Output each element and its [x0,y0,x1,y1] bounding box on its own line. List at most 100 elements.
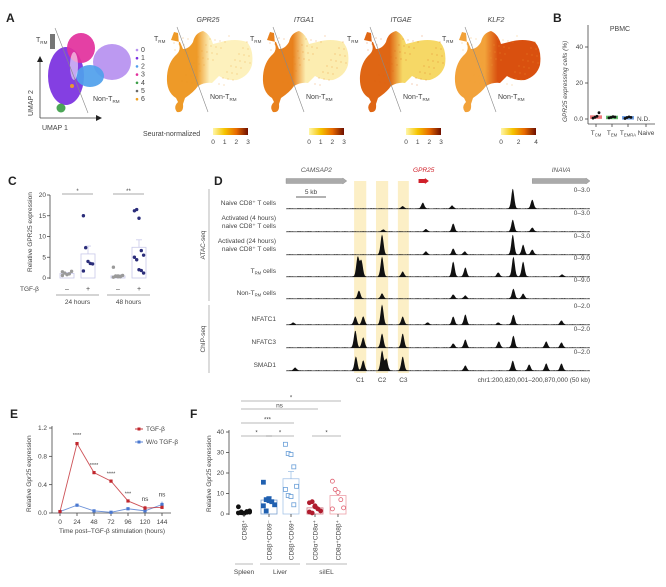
group-label: Spleen [234,569,255,576]
umap-non-trm-label-sub: RM [112,99,119,104]
cell-dot [335,60,337,62]
data-point [272,502,278,508]
cell-dot [407,39,409,41]
cell-dot [301,44,303,46]
cell-dot [387,69,389,71]
cell-dot [334,53,336,55]
cell-dot [475,38,477,40]
x-tick-label: TCM [591,130,602,138]
cell-dot [532,61,534,63]
x-tick-label: TEM [607,130,618,138]
cell-dot [487,70,489,72]
data-point [92,509,96,513]
track-range: 0–2.0 [574,303,591,310]
cell-dot [173,42,175,44]
cell-dot [395,57,397,59]
cell-dot [224,41,226,43]
significance-label: ns [159,492,167,499]
track-label: Non-TRM cells [237,290,277,298]
non-trm-label-sub: RM [325,97,332,102]
cell-dot [524,73,526,75]
cell-dot [210,45,212,47]
data-point [288,494,294,499]
cell-dot [344,55,346,57]
divider-line [272,26,305,113]
cell-dot [318,77,320,79]
cell-dot [372,50,374,52]
umap-trm-label: TRM [36,37,48,45]
cell-dot [330,59,332,61]
cell-dot [305,38,307,40]
trm-label-main: T [154,36,159,43]
group-label: Liver [273,569,288,576]
trm-label-sub: RM [158,39,165,44]
cell-dot [527,60,529,62]
cell-dot [399,51,401,53]
umap-non-trm-label: Non-TRM [93,96,120,104]
x-tick-label: CD8β⁺CD69⁺ [289,519,296,560]
significance-label: * [76,189,79,195]
data-point [75,503,79,507]
significance-label: **** [73,433,82,439]
gene-label: GPR25 [413,167,435,174]
non-trm-label-main: Non-T [403,94,423,101]
y-tick-label: 30 [217,450,225,457]
cell-dot [482,69,484,71]
cell-dot [338,47,340,49]
colorbar-tick-label: 0 [499,139,503,146]
data-point [139,248,143,253]
data-point [132,255,137,259]
significance-label: **** [90,463,99,469]
cell-dot [312,53,314,55]
cell-dot [311,46,313,48]
cell-dot [390,56,392,58]
non-trm-label-main: Non-T [498,94,518,101]
panel-c-chart: 0 5 10 15 20 Relative GPR25 expression TGF-β – +… [20,189,150,306]
umap-x-label: UMAP 1 [42,125,68,132]
cell-dot [222,77,224,79]
panel-label-c: C [8,174,17,188]
cell-dot [212,59,214,61]
cell-dot [365,35,367,37]
colorbar-tick-label: 0 [211,139,215,146]
x-tick-label: 48 [90,519,98,526]
cell-dot [516,35,518,37]
y-tick-label: 10 [217,491,225,498]
umap-cluster-6 [70,84,74,88]
non-trm-label: Non-TRM [306,94,333,102]
cell-dot [199,70,201,72]
data-point [126,499,130,503]
umap-non-trm-label-main: Non-T [93,96,113,103]
cell-dot [499,52,501,54]
cell-dot [483,76,485,78]
x-tick-label: CD8α⁺CD8α⁺ [313,519,320,560]
data-point [135,258,139,262]
cell-dot [500,59,502,61]
cell-dot [531,54,533,56]
cell-dot [368,56,370,58]
track-label: Naive CD8⁺ T cells [221,200,277,207]
x-tick-label-sub: EMRA [624,133,636,138]
y-tick-label: 0.8 [38,454,47,461]
signal-track [286,330,590,348]
cell-dot [185,74,187,76]
x-tick-label-main: T [620,130,624,137]
cell-dot [404,52,406,54]
comparison-label: * [325,431,328,437]
cell-dot [235,66,237,68]
data-point [341,505,347,511]
cell-dot [286,75,288,77]
significance-label: **** [107,471,116,477]
cell-dot [220,47,222,49]
track-range: 0–9.0 [574,277,591,284]
cell-dot [342,41,344,43]
cell-dot [432,60,434,62]
legend-dot-5 [135,89,139,93]
data-point [613,115,617,119]
cell-dot [236,73,238,75]
divider-line [369,26,402,113]
data-point [118,275,123,279]
cell-dot [275,50,277,52]
arrow-right-icon [96,115,102,121]
